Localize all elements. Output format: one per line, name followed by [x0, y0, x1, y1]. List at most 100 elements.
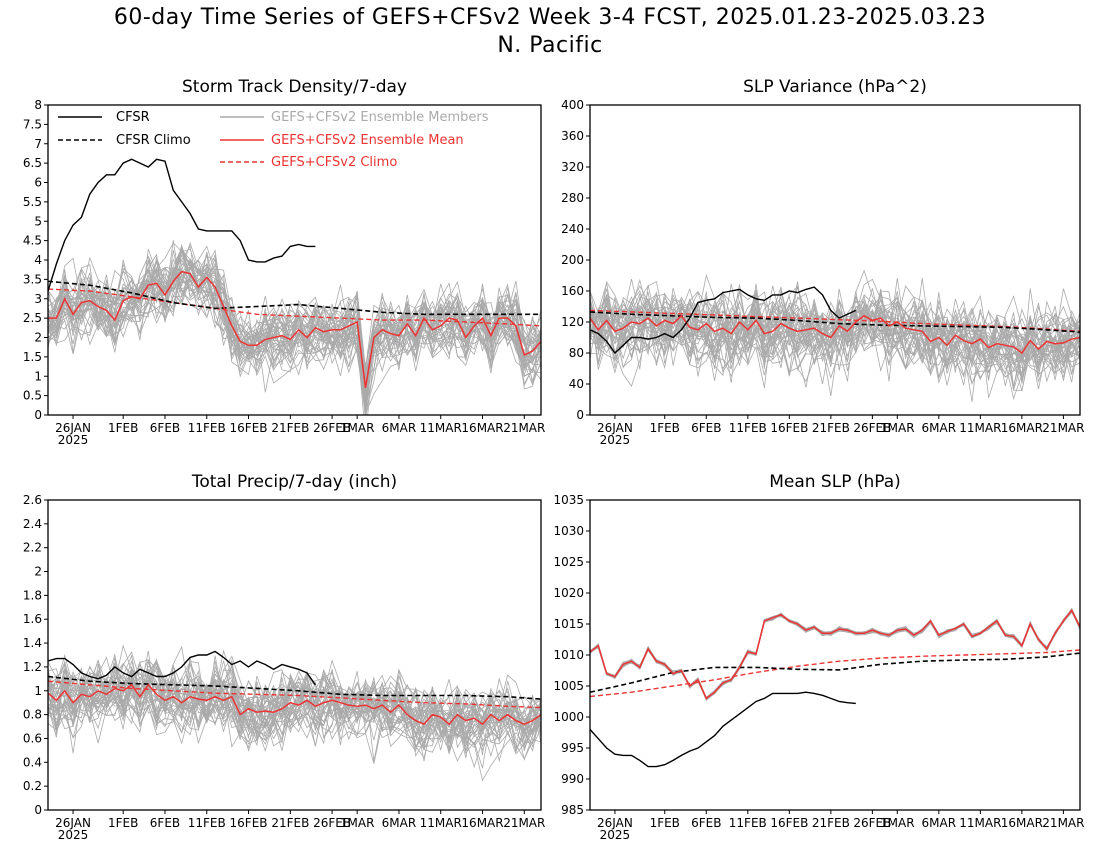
y-tick-label: 1.5 [23, 350, 42, 364]
y-tick-label: 2 [34, 331, 42, 345]
y-tick-label: 1.2 [23, 660, 42, 674]
x-tick-label: 6FEB [691, 421, 721, 435]
ensemble-member-line [48, 661, 541, 759]
x-tick-label: 1FEB [108, 816, 138, 830]
plot-frame [47, 499, 542, 811]
y-tick-label: 3.5 [23, 272, 42, 286]
series-gefs-cfsv2-ensemble-mean [590, 609, 1080, 700]
plot-frame [589, 104, 1081, 416]
y-tick-label: 1.4 [23, 636, 42, 650]
y-tick-label: 1025 [553, 555, 584, 569]
x-year-label: 2025 [58, 828, 89, 842]
x-tick-label: 26FEB [313, 816, 351, 830]
y-tick-label: 4 [34, 253, 42, 267]
chart-panel-4: Mean SLP (hPa) 985 990 995 1000 1005 1010 1015 1… [553, 472, 1084, 842]
y-tick-label: 120 [561, 315, 584, 329]
ensemble-member-line [590, 278, 1080, 383]
ensemble-member-line [590, 291, 1080, 387]
ensemble-member-line [590, 301, 1080, 378]
x-tick-label: 6MAR [922, 421, 957, 435]
ensemble-member-line [48, 668, 541, 769]
legend-label: GEFS+CFSv2 Ensemble Members [271, 110, 489, 125]
x-tick-label: 26FEB [313, 421, 351, 435]
x-tick-label: 11MAR [420, 421, 462, 435]
ensemble-member-line [48, 249, 541, 406]
chart-panel-1: Storm Track Density/7-day 0 0.5 1 1.5 2 2.5 3 3.… [23, 77, 545, 447]
legend-label: GEFS+CFSv2 Climo [271, 155, 397, 170]
ensemble-member-line [590, 298, 1080, 369]
plot-frame [589, 499, 1081, 811]
legend-label: CFSR Climo [116, 133, 191, 148]
x-tick-label: 1MAR [880, 816, 915, 830]
ensemble-member-line [590, 610, 1080, 701]
chart-title: Total Precip/7-day (inch) [191, 472, 397, 492]
x-tick-label: 26JAN [597, 421, 633, 435]
ensemble-member-line [590, 609, 1080, 700]
ensemble-member-line [590, 306, 1080, 391]
x-tick-label: 16FEB [230, 816, 268, 830]
x-tick-label: 16MAR [461, 421, 503, 435]
ensemble-member-line [590, 300, 1080, 396]
y-tick-label: 8 [34, 98, 42, 112]
y-tick-label: 360 [561, 129, 584, 143]
chart-title: SLP Variance (hPa^2) [743, 77, 927, 97]
y-tick-label: 2 [34, 565, 42, 579]
x-tick-label: 26JAN [55, 816, 91, 830]
x-tick-label: 6MAR [382, 816, 417, 830]
legend-label: GEFS+CFSv2 Ensemble Mean [271, 133, 464, 148]
ensemble-member-line [48, 666, 541, 761]
ensemble-members [48, 644, 541, 782]
y-tick-label: 2.5 [23, 311, 42, 325]
ensemble-member-line [48, 249, 541, 376]
ensemble-member-line [48, 255, 541, 391]
x-tick-label: 21FEB [812, 816, 850, 830]
y-tick-label: 1 [34, 684, 42, 698]
y-tick-label: 5 [34, 214, 42, 228]
y-tick-label: 1.6 [23, 612, 42, 626]
ensemble-member-line [590, 609, 1080, 700]
x-tick-label: 1FEB [650, 816, 680, 830]
series-cfsr-climo [590, 311, 1080, 333]
x-tick-label: 21MAR [503, 816, 545, 830]
x-tick-label: 21FEB [271, 421, 309, 435]
ensemble-member-line [590, 611, 1080, 700]
y-tick-label: 4.5 [23, 234, 42, 248]
x-tick-label: 16MAR [1001, 421, 1043, 435]
x-tick-label: 16MAR [1001, 816, 1043, 830]
legend-label: CFSR [116, 110, 150, 125]
figure-title: 60-day Time Series of GEFS+CFSv2 Week 3-… [0, 4, 1100, 60]
ensemble-member-line [48, 241, 541, 382]
x-tick-label: 1MAR [340, 421, 375, 435]
series-lines [590, 609, 1080, 768]
ensemble-member-line [48, 267, 541, 371]
y-tick-label: 1020 [553, 586, 584, 600]
y-tick-label: 1000 [553, 710, 584, 724]
ensemble-member-line [48, 644, 541, 752]
x-tick-label: 11FEB [729, 816, 767, 830]
ensemble-member-line [590, 609, 1080, 701]
y-tick-label: 0.5 [23, 389, 42, 403]
series-gefs-cfsv2-ensemble-mean [590, 314, 1080, 355]
y-tick-label: 0.2 [23, 779, 42, 793]
y-tick-label: 280 [561, 191, 584, 205]
legend: CFSR CFSR Climo GEFS+CFSv2 Ensemble Member… [58, 110, 489, 170]
chart-panel-2: SLP Variance (hPa^2) 0 40 80 120 160 200 240 280… [561, 77, 1084, 447]
ensemble-member-line [590, 281, 1080, 377]
x-tick-label: 6MAR [922, 816, 957, 830]
y-tick-label: 240 [561, 222, 584, 236]
ensemble-member-line [48, 658, 541, 743]
ensemble-member-line [48, 248, 541, 395]
ensemble-member-line [48, 262, 541, 403]
y-tick-label: 985 [561, 803, 584, 817]
series-cfsr [48, 158, 316, 292]
figure-title-line-2: N. Pacific [497, 33, 603, 58]
x-tick-label: 16FEB [230, 421, 268, 435]
ensemble-member-line [590, 610, 1080, 699]
ensemble-member-line [590, 609, 1080, 700]
y-tick-label: 40 [569, 377, 584, 391]
ensemble-member-line [590, 610, 1080, 701]
y-tick-label: 5.5 [23, 195, 42, 209]
ensemble-member-line [590, 610, 1080, 699]
x-tick-label: 11MAR [959, 421, 1001, 435]
y-tick-label: 2.6 [23, 493, 42, 507]
